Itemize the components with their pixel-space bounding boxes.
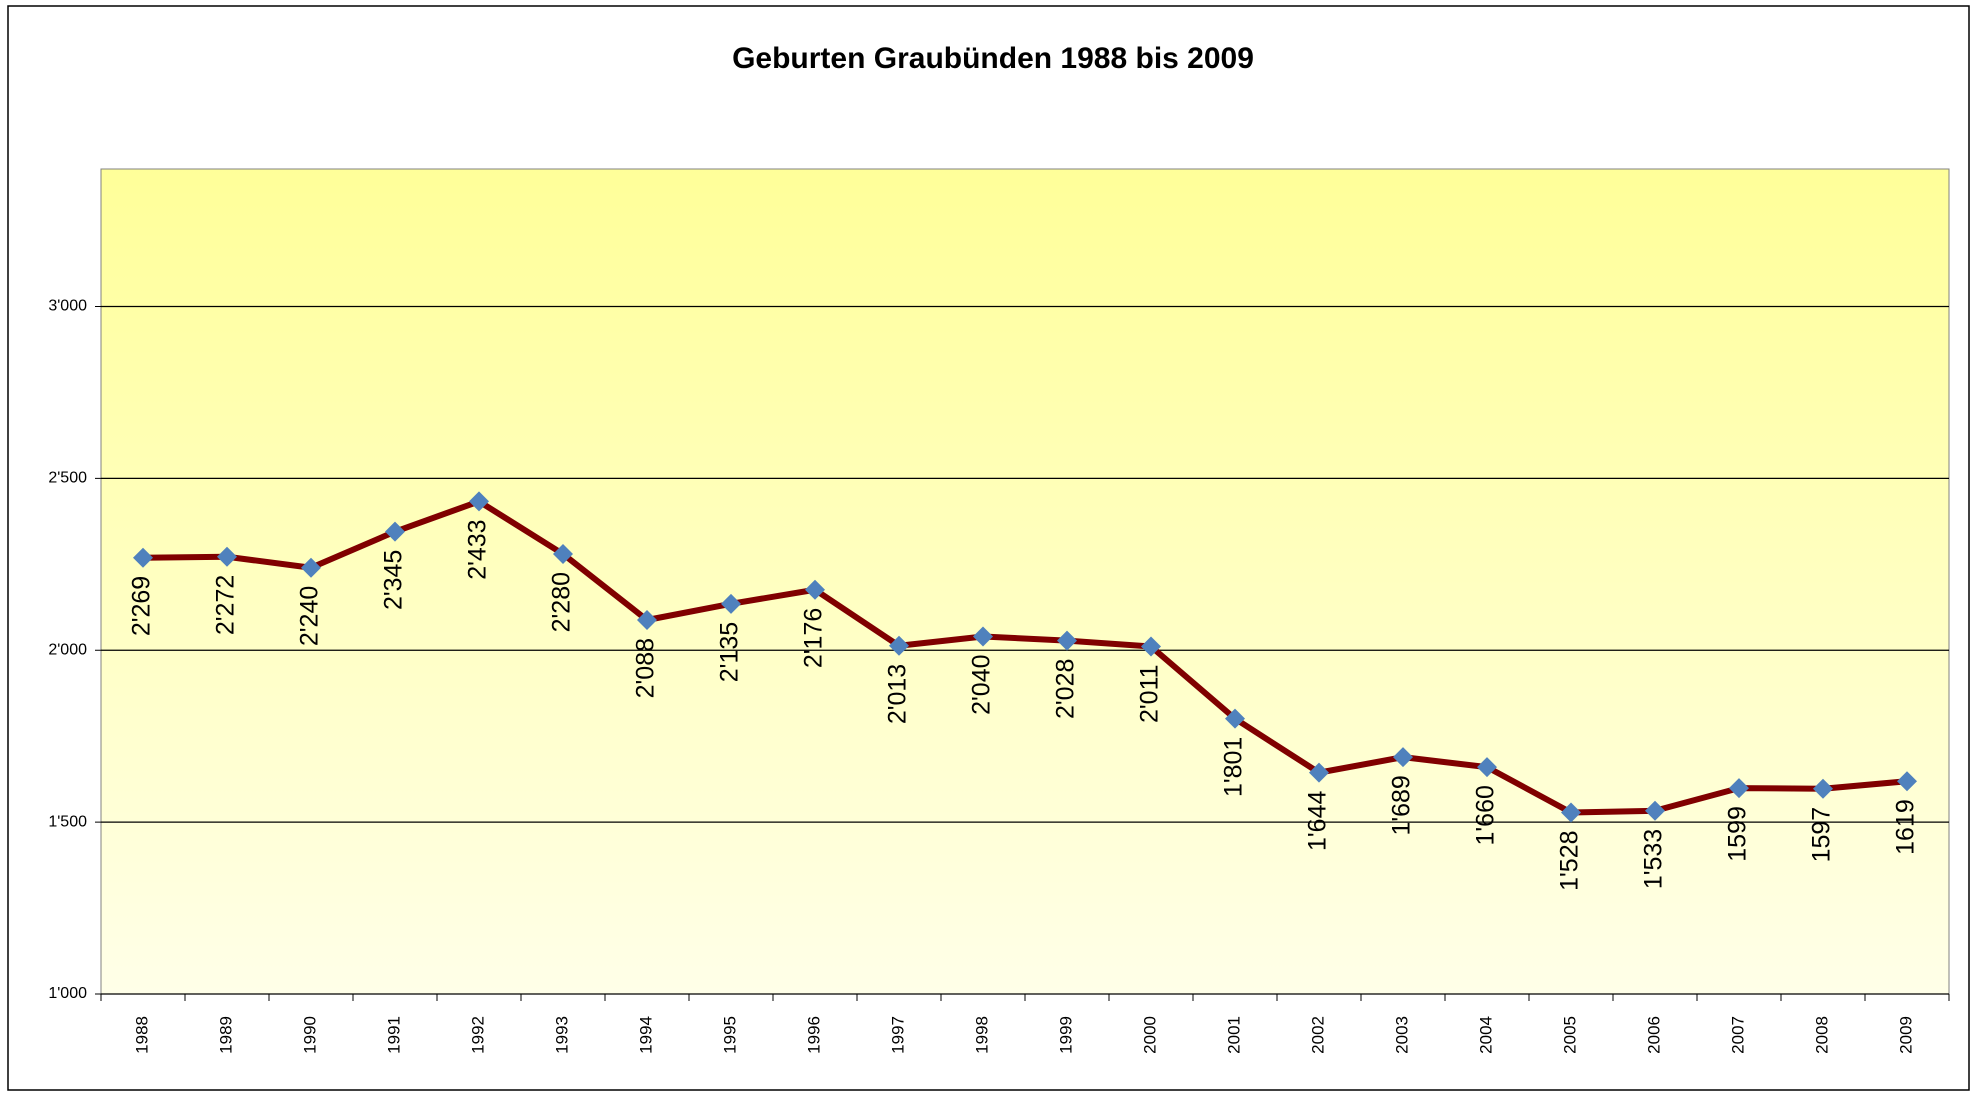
- x-tick-label: 2001: [1224, 1016, 1243, 1054]
- x-tick-label: 1996: [804, 1016, 823, 1054]
- x-tick-label: 1990: [300, 1016, 319, 1054]
- y-tick-label: 2'500: [48, 470, 87, 487]
- marker: [133, 547, 153, 568]
- x-tick-label: 1991: [384, 1016, 403, 1054]
- marker: [385, 521, 405, 542]
- data-label: 2'280: [548, 572, 576, 632]
- data-label: 2'433: [464, 519, 492, 579]
- data-label: 2'011: [1136, 664, 1164, 723]
- marker: [1729, 778, 1749, 799]
- marker: [1645, 800, 1665, 821]
- x-tick-label: 1992: [468, 1016, 487, 1054]
- marker: [805, 579, 825, 600]
- y-tick-label: 1'000: [48, 985, 87, 1002]
- data-label: 1619: [1892, 799, 1920, 855]
- x-tick-label: 1999: [1056, 1016, 1075, 1054]
- data-label: 2'028: [1052, 659, 1080, 719]
- data-label: 2'040: [968, 655, 996, 715]
- marker: [1561, 802, 1581, 823]
- x-tick-label: 1988: [132, 1016, 151, 1054]
- data-label: 1'533: [1640, 829, 1668, 889]
- marker: [301, 557, 321, 578]
- data-label: 2'176: [800, 608, 828, 668]
- data-label: 2'240: [296, 586, 324, 646]
- x-tick-label: 2004: [1476, 1016, 1495, 1054]
- marker: [1309, 762, 1329, 783]
- y-tick-label: 1'500: [48, 813, 87, 830]
- x-tick-label: 2006: [1644, 1016, 1663, 1054]
- line: [142, 498, 1908, 816]
- data-label: 1597: [1808, 807, 1836, 863]
- data-label: 2'088: [632, 638, 660, 698]
- x-tick-label: 2005: [1560, 1016, 1579, 1054]
- marker: [637, 610, 657, 630]
- marker: [1393, 747, 1413, 768]
- x-tick-label: 2007: [1728, 1016, 1747, 1054]
- marker: [469, 491, 489, 512]
- x-tick-label: 1993: [552, 1016, 571, 1054]
- marker: [1057, 630, 1077, 651]
- marker: [1225, 708, 1245, 729]
- y-tick-label: 2'000: [48, 641, 87, 658]
- chart-title: Geburten Graubünden 1988 bis 2009: [732, 42, 1254, 75]
- data-label: 2'272: [212, 575, 240, 635]
- marker: [1897, 771, 1917, 792]
- data-label: 2'269: [128, 576, 156, 636]
- data-label: 2'135: [716, 622, 744, 682]
- marker: [889, 635, 909, 656]
- data-label: 1'660: [1472, 785, 1500, 845]
- marker: [217, 546, 237, 567]
- plot-area: [100, 168, 1950, 995]
- data-label: 2'345: [380, 550, 408, 610]
- marker: [1477, 757, 1497, 778]
- data-label: 1'644: [1304, 791, 1332, 851]
- data-label: 1599: [1724, 806, 1752, 862]
- x-tick-label: 1998: [972, 1016, 991, 1054]
- data-label: 1'528: [1556, 831, 1584, 891]
- x-tick-label: 1989: [216, 1016, 235, 1054]
- x-tick-label: 1994: [636, 1016, 655, 1054]
- x-tick-label: 2000: [1140, 1016, 1159, 1054]
- marker: [973, 626, 993, 647]
- marker: [1813, 778, 1833, 799]
- x-tick-label: 2008: [1812, 1016, 1831, 1054]
- marker: [1141, 636, 1161, 657]
- x-tick-label: 1997: [888, 1016, 907, 1054]
- x-tick-label: 2002: [1308, 1016, 1327, 1054]
- marker: [721, 593, 741, 614]
- data-label: 1'801: [1220, 737, 1248, 797]
- marker: [553, 544, 573, 564]
- x-tick-label: 1995: [720, 1016, 739, 1054]
- x-tick-label: 2009: [1896, 1016, 1915, 1054]
- data-label: 2'013: [884, 664, 912, 724]
- y-tick-label: 3'000: [48, 298, 87, 315]
- x-tick-label: 2003: [1392, 1016, 1411, 1054]
- data-label: 1'689: [1388, 775, 1416, 835]
